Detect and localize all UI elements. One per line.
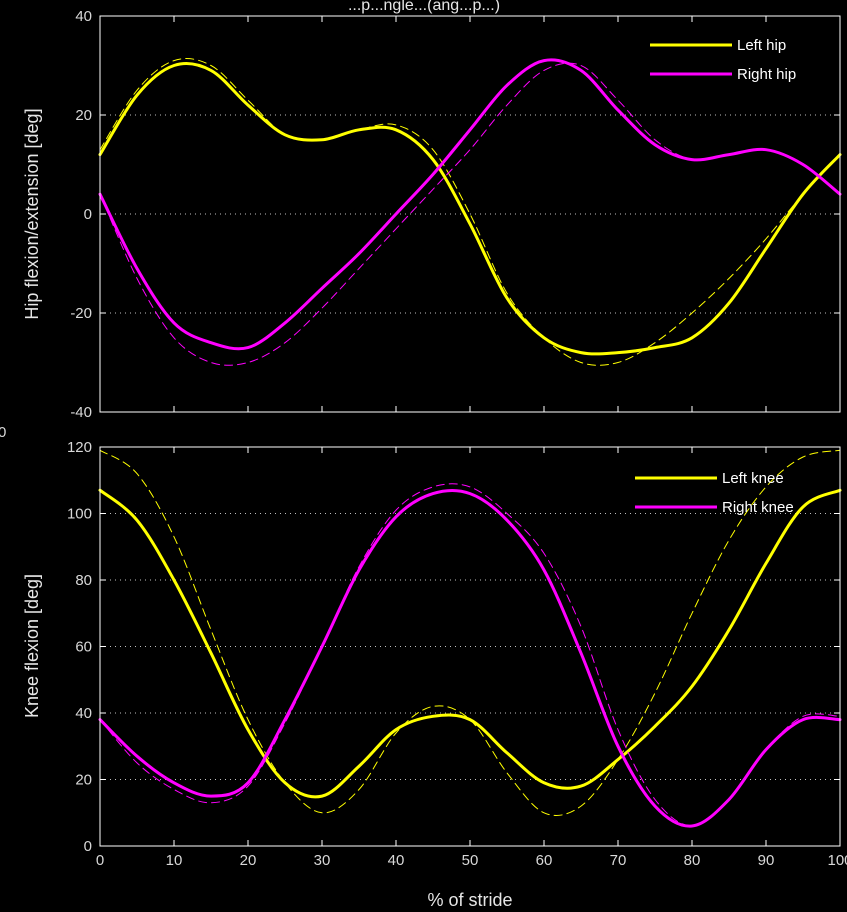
hip-y-tick-label: -40 (70, 404, 92, 421)
hip-ticks: -40 -20 0 20 40 (70, 8, 841, 421)
knee-x-tick-label: 0 (96, 852, 104, 869)
knee-x-tick-label: 100 (827, 852, 847, 869)
hip-legend: Left hip Right hip (650, 37, 796, 83)
knee-axes-frame (99, 446, 841, 847)
hip-series (98, 58, 842, 366)
legend-label-right-knee: Right knee (722, 499, 794, 516)
knee-y-tick-label: 60 (75, 639, 92, 656)
knee-series-yellow-dashed-line (99, 449, 841, 816)
knee-x-tick-label: 80 (684, 852, 701, 869)
knee-legend: Left knee Right knee (635, 470, 794, 516)
knee-x-tick-label: 50 (462, 852, 479, 869)
hip-y-tick-label: 40 (75, 8, 92, 25)
hip-axes-frame (99, 15, 841, 413)
knee-x-tick-label: 60 (536, 852, 553, 869)
knee-ticks: 0 10 20 30 40 50 60 70 80 90 100 0 20 40 60 80 100 120 (67, 439, 847, 869)
knee-y-tick-label: 20 (75, 772, 92, 789)
knee-x-tick-label: 90 (758, 852, 775, 869)
hip-y-tick-label: -20 (70, 305, 92, 322)
hip-grid (100, 114, 840, 314)
knee-x-tick-label: 10 (166, 852, 183, 869)
knee-x-axis-label: % of stride (427, 890, 512, 910)
knee-grid (100, 513, 840, 780)
knee-x-tick-label: 20 (240, 852, 257, 869)
knee-x-tick-label: 40 (388, 852, 405, 869)
knee-y-tick-label: 100 (67, 506, 92, 523)
knee-y-axis-label: Knee flexion [deg] (22, 574, 42, 718)
knee-y-tick-label: 120 (67, 439, 92, 456)
knee-x-tick-label: 70 (610, 852, 627, 869)
knee-y-tick-label: 40 (75, 705, 92, 722)
knee-y-tick-label: 0 (84, 838, 92, 855)
stray-tick-label: 0 (0, 424, 6, 441)
knee-series (98, 449, 842, 828)
knee-x-tick-label: 30 (314, 852, 331, 869)
hip-series-yellow-solid-line (98, 62, 842, 356)
legend-label-left-knee: Left knee (722, 470, 784, 487)
knee-series-yellow-solid-line (98, 488, 842, 799)
hip-y-axis-label: Hip flexion/extension [deg] (22, 108, 42, 319)
legend-label-left-hip: Left hip (737, 37, 786, 54)
legend-label-right-hip: Right hip (737, 66, 796, 83)
knee-series-magenta-dashed-line (99, 483, 841, 827)
hip-series-magenta-dashed-line (99, 62, 841, 366)
figure-title-partial: ...p...ngle...(ang...p...) (348, 0, 500, 14)
knee-y-tick-label: 80 (75, 572, 92, 589)
hip-y-tick-label: 0 (84, 206, 92, 223)
knee-panel: 0 10 20 30 40 50 60 70 80 90 100 0 20 40 60 80 100 120 Kn… (22, 439, 847, 910)
hip-y-tick-label: 20 (75, 107, 92, 124)
